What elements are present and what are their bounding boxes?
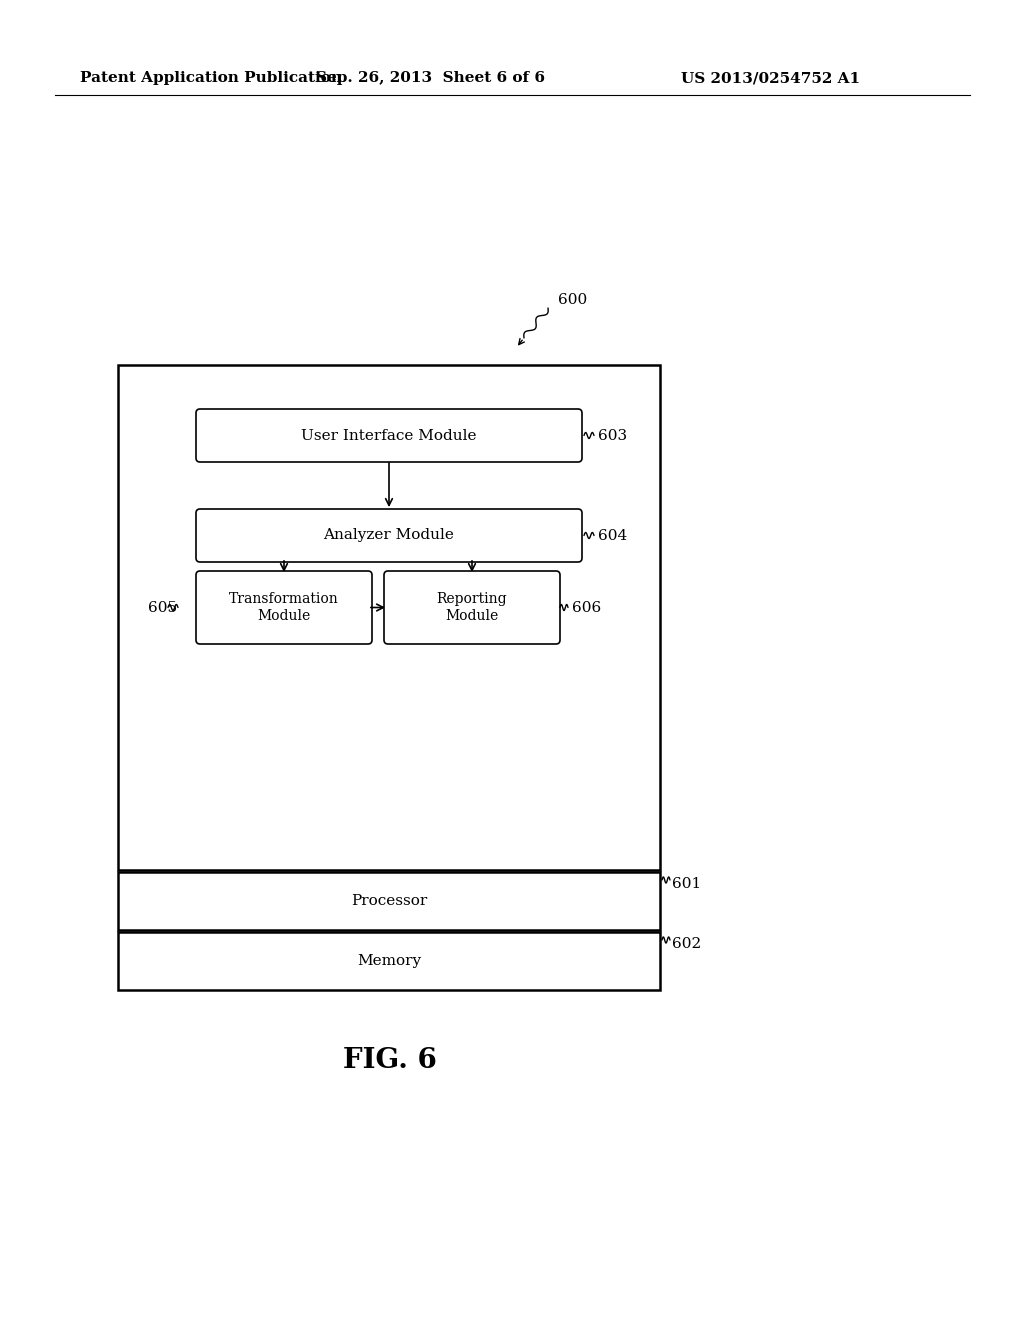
FancyBboxPatch shape — [118, 873, 660, 931]
FancyBboxPatch shape — [384, 572, 560, 644]
Text: Analyzer Module: Analyzer Module — [324, 528, 455, 543]
Text: 604: 604 — [598, 528, 628, 543]
Text: User Interface Module: User Interface Module — [301, 429, 477, 442]
Text: Sep. 26, 2013  Sheet 6 of 6: Sep. 26, 2013 Sheet 6 of 6 — [315, 71, 545, 84]
Text: 602: 602 — [672, 937, 701, 950]
Text: Memory: Memory — [357, 954, 421, 968]
Text: Reporting
Module: Reporting Module — [436, 593, 507, 623]
FancyBboxPatch shape — [196, 572, 372, 644]
FancyBboxPatch shape — [118, 932, 660, 990]
Text: 601: 601 — [672, 876, 701, 891]
Text: 603: 603 — [598, 429, 627, 442]
Text: 600: 600 — [558, 293, 587, 308]
Text: Processor: Processor — [351, 894, 427, 908]
Text: 606: 606 — [572, 601, 601, 615]
Text: 605: 605 — [148, 601, 177, 615]
FancyBboxPatch shape — [118, 366, 660, 870]
Text: Transformation
Module: Transformation Module — [229, 593, 339, 623]
Text: US 2013/0254752 A1: US 2013/0254752 A1 — [681, 71, 860, 84]
Text: Patent Application Publication: Patent Application Publication — [80, 71, 342, 84]
FancyBboxPatch shape — [196, 409, 582, 462]
FancyBboxPatch shape — [196, 510, 582, 562]
Text: FIG. 6: FIG. 6 — [343, 1047, 437, 1073]
